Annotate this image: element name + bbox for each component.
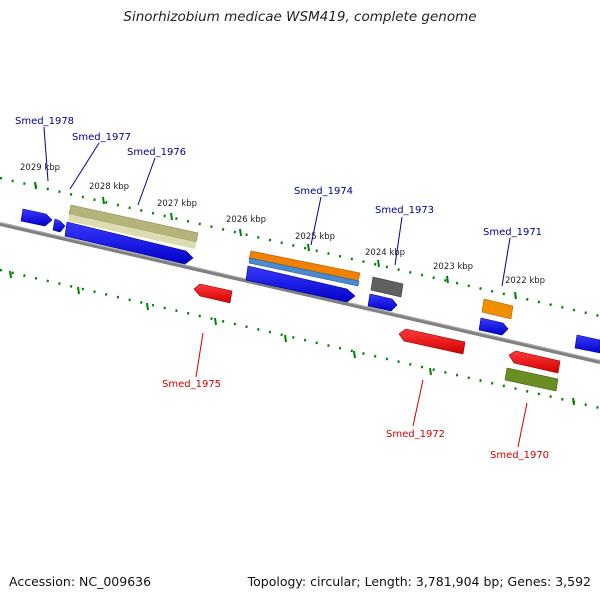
major-tick <box>170 212 173 221</box>
gene-label-smed-1970: Smed_1970 <box>490 450 549 461</box>
gene-label-smed-1977: Smed_1977 <box>72 132 131 143</box>
leader-smed-1976 <box>137 157 156 206</box>
gene-smed-1972[interactable] <box>398 328 466 355</box>
gene-smed-1974-lightblue[interactable] <box>248 257 360 287</box>
gene-smed-1975[interactable] <box>193 283 233 304</box>
leader-smed-1971 <box>501 237 511 287</box>
gene-feature-khaki-shadow <box>68 214 196 249</box>
leader-smed-1975 <box>195 332 204 378</box>
major-tick <box>353 350 356 359</box>
gene-smed-1978[interactable] <box>20 208 53 227</box>
major-tick <box>77 286 80 295</box>
major-tick <box>34 181 37 190</box>
gene-smed-1976[interactable] <box>64 221 194 265</box>
gene-smed-1973-gray[interactable] <box>370 276 404 298</box>
major-tick <box>239 228 242 237</box>
lower-scale-major-ticks <box>9 270 575 406</box>
label-leaders <box>43 126 528 448</box>
major-tick <box>9 270 12 279</box>
gene-smed-1970-olive[interactable] <box>504 367 559 392</box>
major-tick <box>429 367 432 376</box>
gene-smed-1974-blue[interactable] <box>245 265 356 303</box>
gene-red-right[interactable] <box>508 350 561 374</box>
genome-title: Sinorhizobium medicae WSM419, complete g… <box>123 9 477 25</box>
gene-label-smed-1972: Smed_1972 <box>386 429 445 440</box>
scale-label: 2026 kbp <box>226 215 266 225</box>
scale-label: 2028 kbp <box>89 182 129 192</box>
accession-text: Accession: NC_009636 <box>9 574 152 589</box>
major-tick <box>377 259 380 268</box>
gene-label-smed-1975: Smed_1975 <box>162 379 221 390</box>
genome-summary: Topology: circular; Length: 3,781,904 bp… <box>247 574 591 589</box>
gene-label-smed-1978: Smed_1978 <box>15 116 74 127</box>
upper-scale-major-ticks <box>34 181 517 300</box>
leader-smed-1970 <box>517 402 528 448</box>
gene-label-smed-1973: Smed_1973 <box>375 205 434 216</box>
leader-smed-1977 <box>69 142 100 190</box>
upper-scale-ruler <box>0 176 600 318</box>
leader-smed-1974 <box>310 196 322 246</box>
leader-smed-1978 <box>43 126 49 182</box>
major-tick <box>214 317 217 326</box>
major-tick <box>146 302 149 311</box>
scale-label: 2025 kbp <box>295 232 335 242</box>
gene-label-smed-1976: Smed_1976 <box>127 147 186 158</box>
scale-label: 2024 kbp <box>365 248 405 258</box>
major-tick <box>572 397 575 406</box>
major-tick <box>307 243 310 252</box>
scale-label: 2022 kbp <box>505 276 545 286</box>
gene-smed-1971-blue[interactable] <box>478 317 509 336</box>
major-tick <box>102 196 105 205</box>
gene-smed-1971-orange[interactable] <box>481 298 514 320</box>
leader-smed-1972 <box>412 379 424 427</box>
scale-label: 2029 kbp <box>20 163 60 173</box>
genome-backbone <box>0 222 600 364</box>
gene-label-smed-1971: Smed_1971 <box>483 227 542 238</box>
major-tick <box>446 275 449 284</box>
gene-label-smed-1974: Smed_1974 <box>294 186 353 197</box>
scale-label: 2027 kbp <box>157 199 197 209</box>
scale-label: 2023 kbp <box>433 262 473 272</box>
gene-small-arrow[interactable] <box>52 218 66 233</box>
leader-smed-1973 <box>394 216 403 266</box>
gene-smed-1973-blue[interactable] <box>367 293 398 312</box>
major-tick <box>514 291 517 300</box>
gene-edge-blue[interactable] <box>574 334 600 354</box>
major-tick <box>284 334 287 343</box>
